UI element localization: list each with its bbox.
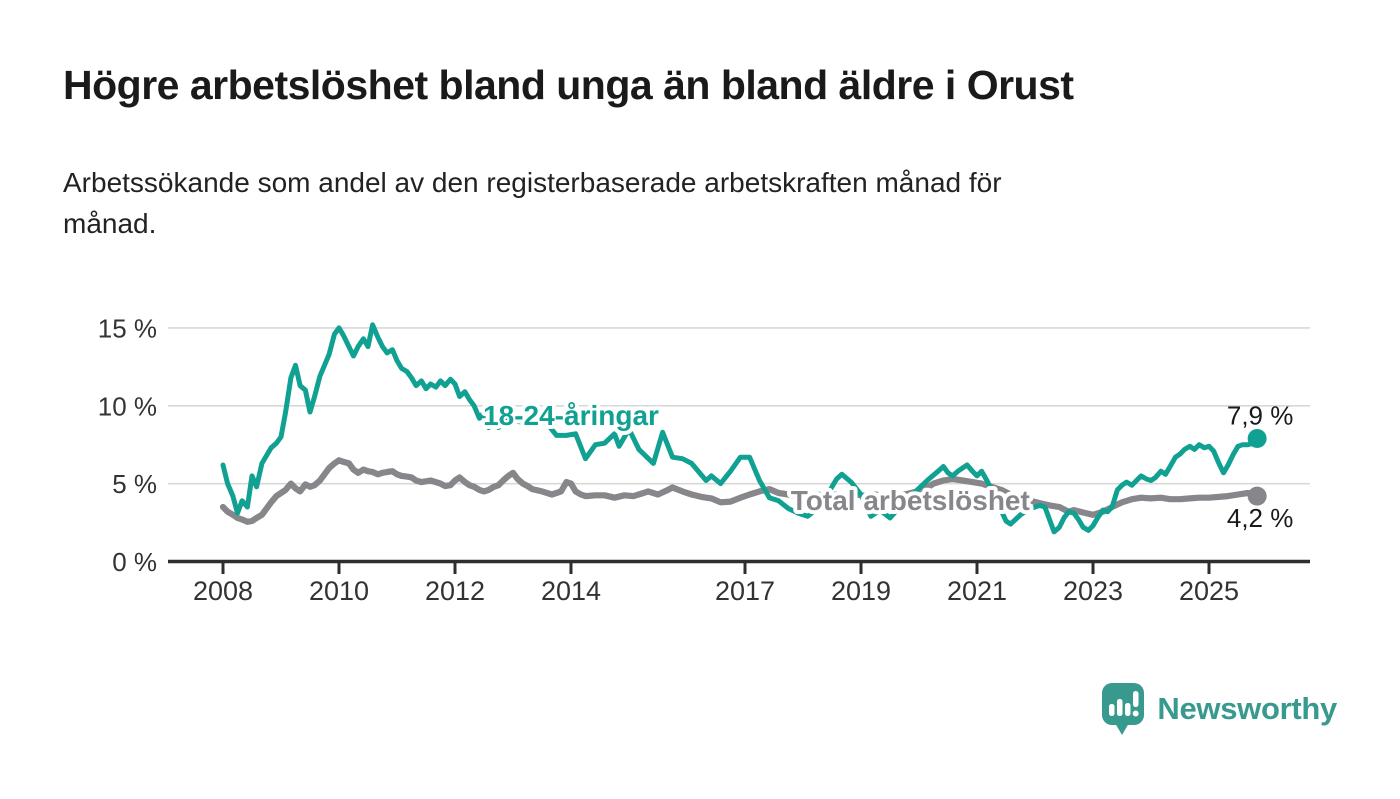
series-label-total: Total arbetslöshet (791, 485, 1030, 516)
series-line-total (219, 457, 1261, 525)
x-tick-label-2008: 2008 (193, 576, 253, 606)
series-line-youth (220, 322, 1260, 535)
x-tick-label-2017: 2017 (715, 576, 775, 606)
series-end-label-youth: 7,9 % (1227, 400, 1294, 430)
series-end-dot-youth (1247, 428, 1267, 448)
x-tick-label-2010: 2010 (309, 576, 369, 606)
chart-subtitle: Arbetssökande som andel av den registerb… (63, 163, 1313, 244)
series-end-label-total: 4,2 % (1227, 503, 1294, 533)
series-end-dot-total (1247, 486, 1267, 506)
series-label-youth: 18-24-åringar (483, 400, 659, 431)
page-title: Högre arbetslöshet bland unga än bland ä… (63, 62, 1074, 108)
y-tick-label-15: 15 % (98, 313, 157, 343)
x-tick-label-2023: 2023 (1063, 576, 1123, 606)
newsworthy-logo[interactable]: Newsworthy (1101, 682, 1337, 736)
y-tick-label-10: 10 % (98, 391, 157, 421)
x-tick-label-2021: 2021 (947, 576, 1007, 606)
chart-subtitle-line-1: Arbetssökande som andel av den registerb… (63, 167, 1002, 198)
x-tick-label-2012: 2012 (425, 576, 485, 606)
newsworthy-logo-text: Newsworthy (1157, 691, 1337, 726)
x-tick-label-2019: 2019 (831, 576, 891, 606)
y-tick-label-5: 5 % (112, 469, 157, 499)
newsworthy-logo-icon (1102, 683, 1145, 735)
x-tick-label-2025: 2025 (1179, 576, 1239, 606)
chart-subtitle-line-2: månad. (63, 207, 157, 239)
y-tick-label-0: 0 % (112, 547, 157, 577)
x-tick-label-2014: 2014 (541, 576, 601, 606)
